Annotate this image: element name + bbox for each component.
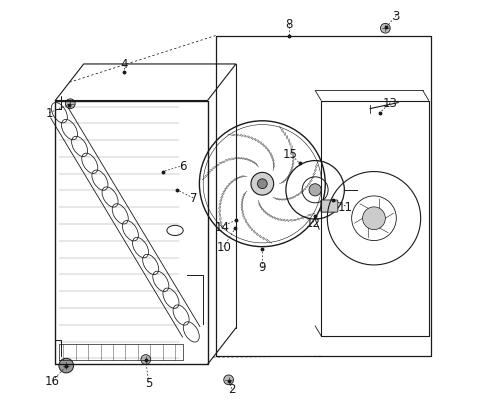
Text: 4: 4	[120, 58, 128, 71]
Circle shape	[362, 207, 385, 230]
Text: 5: 5	[145, 376, 152, 389]
Text: 11: 11	[338, 200, 353, 213]
Circle shape	[309, 184, 321, 196]
Circle shape	[251, 173, 274, 196]
Text: 1: 1	[46, 107, 53, 120]
Circle shape	[257, 179, 267, 189]
Circle shape	[59, 358, 73, 373]
Text: 13: 13	[383, 97, 397, 110]
Text: 6: 6	[180, 160, 187, 173]
FancyBboxPatch shape	[321, 200, 338, 213]
Text: 15: 15	[283, 147, 298, 160]
Text: 9: 9	[259, 261, 266, 274]
Text: 8: 8	[285, 18, 292, 31]
Text: 3: 3	[393, 10, 400, 23]
Text: 16: 16	[45, 374, 60, 387]
Text: 7: 7	[190, 192, 197, 205]
Circle shape	[381, 24, 390, 34]
Text: 14: 14	[214, 220, 229, 233]
Text: 12: 12	[306, 216, 321, 229]
Circle shape	[141, 355, 151, 364]
Text: 2: 2	[228, 382, 236, 395]
Circle shape	[65, 100, 75, 109]
Text: 10: 10	[216, 241, 231, 254]
Circle shape	[224, 375, 233, 385]
Circle shape	[61, 361, 71, 371]
